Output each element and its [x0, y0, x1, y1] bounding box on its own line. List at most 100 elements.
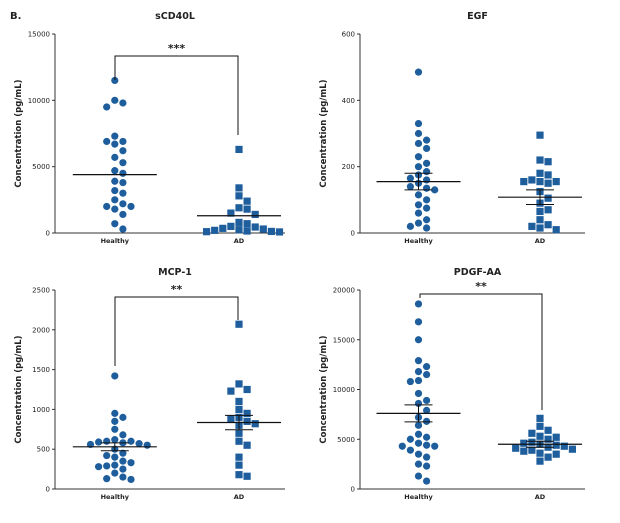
data-point-healthy [431, 442, 439, 450]
chart-title: MCP-1 [158, 267, 192, 278]
data-point-healthy [103, 202, 111, 211]
data-point-ad [536, 224, 544, 232]
data-point-ad [235, 380, 243, 388]
data-point-ad [251, 210, 259, 219]
data-point-ad [520, 439, 528, 447]
significance-label: *** [168, 42, 186, 55]
x-category-label: Healthy [101, 237, 130, 245]
data-point-healthy [103, 475, 111, 483]
data-point-healthy [414, 119, 423, 128]
data-point-ad [243, 205, 251, 213]
data-point-ad [552, 433, 560, 441]
data-point-healthy [111, 220, 119, 228]
data-point-healthy [423, 144, 431, 153]
data-point-healthy [111, 205, 119, 213]
significance-bracket [419, 293, 543, 410]
data-point-healthy [423, 136, 431, 144]
chart-title: EGF [467, 11, 488, 22]
data-point-ad [227, 222, 235, 230]
data-point-healthy [119, 200, 127, 208]
data-point-healthy [119, 465, 127, 473]
data-point-healthy [111, 409, 119, 417]
significance-label: ** [475, 280, 487, 293]
data-point-healthy [414, 163, 423, 171]
data-point-healthy [414, 421, 423, 429]
data-point-ad [536, 422, 544, 430]
data-point-ad [544, 194, 552, 202]
data-point-healthy [95, 438, 103, 446]
data-point-healthy [414, 389, 423, 398]
y-tick-label: 20000 [333, 287, 355, 295]
data-point-healthy [119, 159, 127, 167]
chart-panel-1: 0 5000 10000 15000 sCD40L Concentration (pg/m… [14, 11, 285, 245]
data-point-ad [536, 457, 544, 465]
data-point-ad [211, 226, 219, 234]
data-point-healthy [119, 413, 127, 421]
y-axis-label: Concentration (pg/mL) [319, 335, 329, 443]
data-point-ad [227, 415, 235, 423]
data-point-healthy [423, 441, 431, 449]
significance-bracket [114, 55, 239, 135]
data-point-healthy [431, 186, 439, 194]
data-point-healthy [414, 139, 423, 148]
data-point-healthy [414, 430, 423, 438]
data-point-healthy [423, 396, 431, 405]
data-point-healthy [119, 449, 127, 457]
panel-label: B. [10, 11, 21, 22]
data-point-healthy [127, 475, 135, 484]
data-point-ad [219, 224, 227, 232]
chart-panel-3: 0 500 1000 1500 2000 2500 MCP-1 Concentration (… [14, 267, 285, 501]
data-point-ad [259, 225, 267, 233]
data-point-ad [520, 447, 528, 455]
data-point-healthy [423, 176, 431, 184]
y-axis-label: Concentration (pg/mL) [14, 79, 24, 187]
data-point-ad [552, 441, 560, 449]
x-category-label: AD [234, 493, 245, 501]
data-point-healthy [119, 178, 127, 187]
data-point-ad [235, 226, 243, 234]
data-point-healthy [414, 191, 423, 199]
data-point-healthy [103, 437, 111, 445]
y-tick-label: 5000 [337, 436, 355, 444]
data-point-healthy [423, 406, 431, 414]
y-tick-label: 0 [46, 486, 50, 494]
data-point-healthy [414, 450, 423, 458]
data-point-ad [243, 417, 251, 425]
data-point-ad [235, 192, 243, 200]
data-point-ad [251, 223, 259, 231]
data-point-healthy [406, 377, 414, 386]
y-tick-label: 200 [342, 163, 355, 171]
data-point-healthy [103, 137, 111, 146]
y-tick-label: 5000 [32, 163, 50, 171]
data-point-ad [243, 385, 251, 394]
y-tick-label: 0 [46, 230, 50, 238]
data-point-healthy [119, 147, 127, 155]
data-point-healthy [423, 370, 431, 379]
data-point-healthy [119, 99, 127, 107]
data-point-healthy [111, 453, 119, 461]
data-point-ad [528, 222, 536, 230]
x-category-label: AD [234, 237, 245, 245]
data-point-ad [235, 453, 243, 461]
data-point-healthy [423, 196, 431, 204]
y-tick-label: 500 [37, 446, 50, 454]
data-point-healthy [423, 184, 431, 192]
data-point-healthy [111, 132, 119, 140]
data-point-ad [552, 177, 560, 186]
data-point-ad [235, 204, 243, 212]
data-point-healthy [95, 463, 103, 471]
chart-panel-4: 0 5000 10000 15000 20000 PDGF-AA Concentration… [319, 267, 585, 501]
data-point-healthy [414, 336, 423, 344]
data-point-ad [251, 420, 259, 428]
data-point-ad [536, 169, 544, 177]
data-point-ad [235, 429, 243, 437]
x-category-label: AD [535, 493, 546, 501]
y-tick-label: 15000 [333, 336, 355, 344]
data-point-ad [227, 209, 235, 217]
data-point-ad [235, 184, 243, 192]
data-point-ad [536, 177, 544, 186]
data-point-ad [544, 179, 552, 187]
data-point-healthy [406, 446, 414, 454]
data-point-healthy [111, 436, 119, 444]
